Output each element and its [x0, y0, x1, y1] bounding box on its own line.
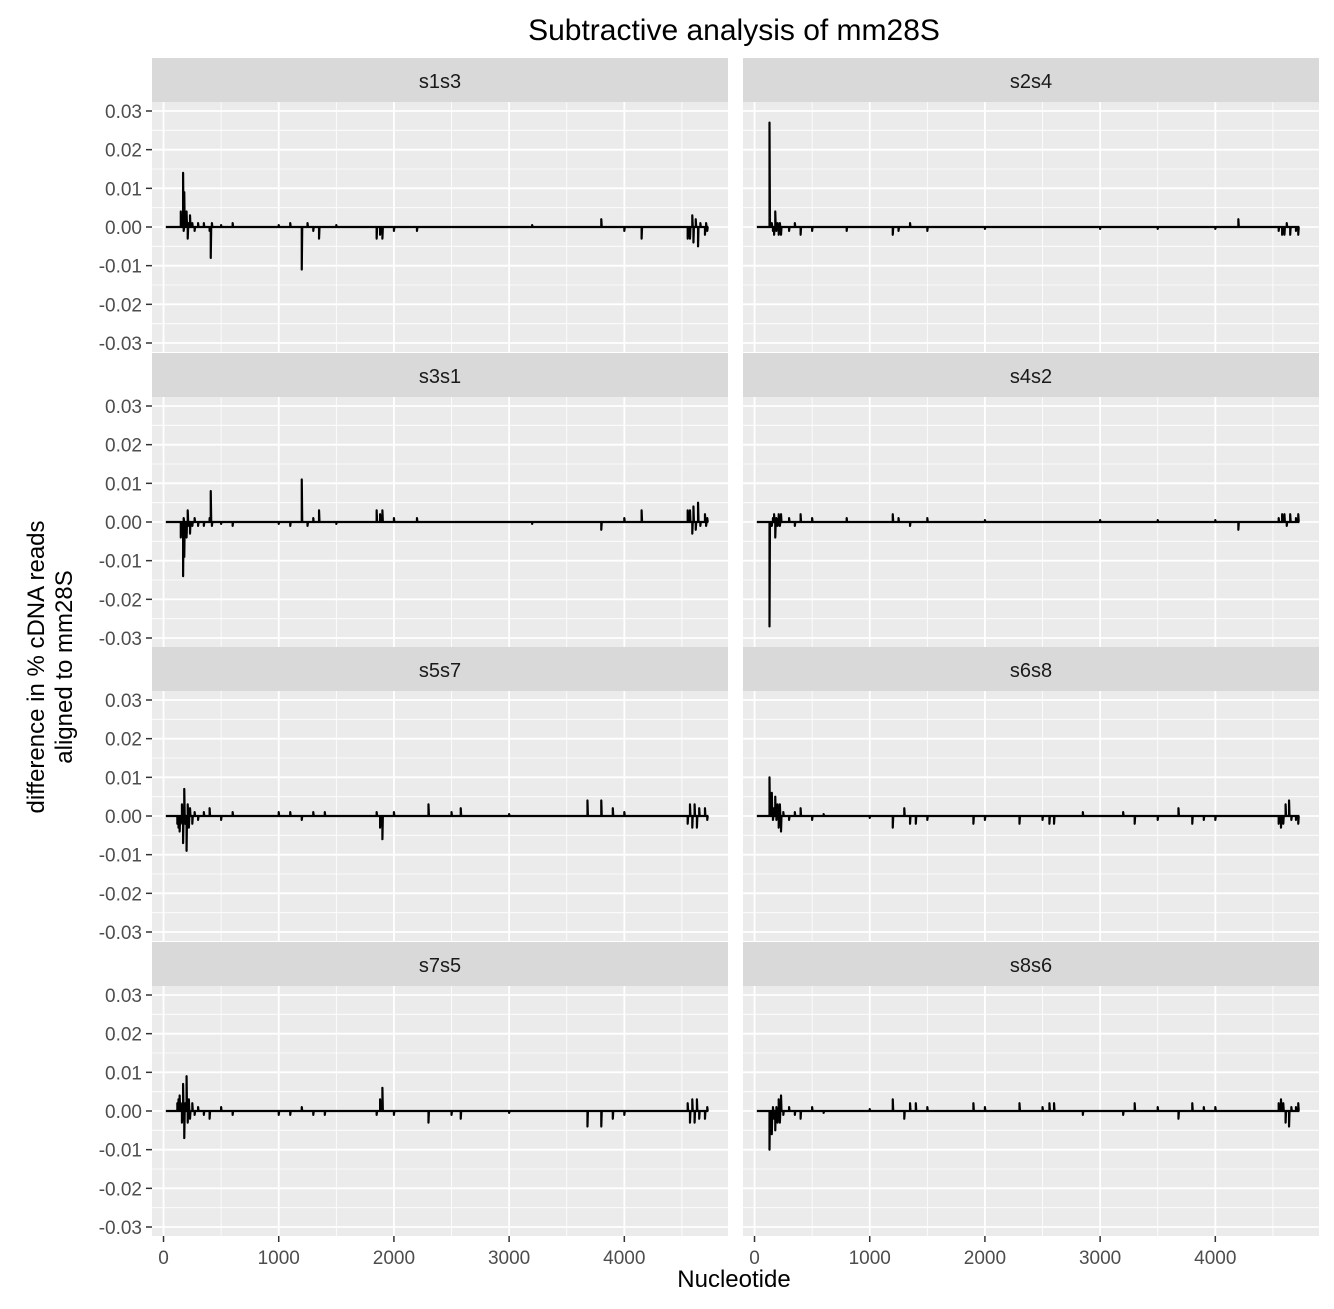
facet-panel-s6s8: s6s8: [743, 647, 1319, 941]
facet-panel-s4s2: s4s2: [743, 353, 1319, 647]
series-line-s4s2: [756, 513, 1300, 628]
x-tick-label: 4000: [603, 1248, 645, 1269]
y-tick-label: 0.02: [105, 436, 142, 457]
facet-strip: [743, 353, 1319, 397]
facet-panel-s8s6: s8s6: [743, 942, 1319, 1236]
y-tick-label: -0.01: [99, 257, 142, 278]
x-axis-title: Nucleotide: [677, 1266, 790, 1293]
x-tick-label: 2000: [964, 1248, 1006, 1269]
series-line-s8s6: [756, 1094, 1300, 1151]
y-tick-label: 0.00: [105, 807, 142, 828]
axes-layer: 0.03 0.02 0.01 0.00 -0.01 -0.02 -0.03 0.03 0.02 0…: [99, 102, 1237, 1269]
y-tick-label: 0.00: [105, 218, 142, 239]
series-line-s3s1: [165, 478, 709, 578]
facet-strip: [152, 58, 728, 102]
facet-strip: [743, 942, 1319, 986]
facet-panel-s1s3: s1s3: [152, 58, 728, 352]
facet-strip: [152, 942, 728, 986]
chart-title: Subtractive analysis of mm28S: [528, 14, 940, 47]
facet-strip-label: s4s2: [1010, 366, 1052, 388]
y-tick-label: 0.03: [105, 691, 142, 712]
x-tick-label: 2000: [373, 1248, 415, 1269]
y-tick-label: -0.02: [99, 590, 142, 611]
series-line-s5s7: [165, 787, 709, 852]
y-tick-label: 0.01: [105, 768, 142, 789]
facet-strip-label: s7s5: [419, 955, 461, 977]
y-tick-label: -0.03: [99, 334, 142, 355]
series-line-s1s3: [165, 171, 709, 271]
facet-panel-s3s1: s3s1: [152, 353, 728, 647]
y-tick-label: 0.03: [105, 986, 142, 1007]
y-tick-label: -0.02: [99, 295, 142, 316]
facet-strip-label: s3s1: [419, 366, 461, 388]
facet-panel-s2s4: s2s4: [743, 58, 1319, 352]
facet-strip-label: s8s6: [1010, 955, 1052, 977]
y-tick-label: 0.00: [105, 513, 142, 534]
x-tick-label: 1000: [849, 1248, 891, 1269]
y-tick-label: -0.02: [99, 884, 142, 905]
facet-panel-s7s5: s7s5: [152, 942, 728, 1236]
y-tick-label: -0.01: [99, 1141, 142, 1162]
y-tick-label: 0.02: [105, 1025, 142, 1046]
y-tick-label: -0.01: [99, 552, 142, 573]
y-tick-label: 0.00: [105, 1102, 142, 1123]
facet-strip-label: s1s3: [419, 71, 461, 93]
y-axis-title-line-1: difference in % cDNA reads: [23, 520, 50, 813]
y-tick-label: -0.03: [99, 629, 142, 650]
y-tick-label: 0.01: [105, 474, 142, 495]
y-tick-label: 0.01: [105, 179, 142, 200]
x-tick-label: 3000: [1079, 1248, 1121, 1269]
x-tick-label: 0: [158, 1248, 169, 1269]
x-tick-label: 1000: [258, 1248, 300, 1269]
y-axis-title-line-2: aligned to mm28S: [51, 570, 78, 763]
y-tick-label: -0.03: [99, 923, 142, 944]
facet-strip: [743, 58, 1319, 102]
facet-strip: [152, 353, 728, 397]
y-tick-label: -0.02: [99, 1179, 142, 1200]
y-tick-label: 0.02: [105, 141, 142, 162]
series-line-s7s5: [165, 1075, 709, 1140]
y-axis-title: difference in % cDNA reads aligned to mm…: [23, 520, 78, 813]
x-tick-label: 4000: [1194, 1248, 1236, 1269]
series-line-s6s8: [756, 776, 1300, 833]
panels-layer: s1s3 s2s4 s3s1 s4s2 s5s7 s6s8 s7s5 s8s6: [152, 58, 1319, 1236]
facet-strip-label: s2s4: [1010, 71, 1052, 93]
series-line-s2s4: [756, 121, 1300, 236]
y-tick-label: 0.03: [105, 397, 142, 418]
x-tick-label: 0: [749, 1248, 760, 1269]
x-tick-label: 3000: [488, 1248, 530, 1269]
y-tick-label: 0.03: [105, 102, 142, 123]
y-tick-label: 0.02: [105, 730, 142, 751]
y-tick-label: -0.03: [99, 1218, 142, 1239]
facet-strip-label: s5s7: [419, 660, 461, 682]
y-tick-label: -0.01: [99, 846, 142, 867]
facet-strip: [152, 647, 728, 691]
facet-panel-s5s7: s5s7: [152, 647, 728, 941]
y-tick-label: 0.01: [105, 1063, 142, 1084]
facet-strip: [743, 647, 1319, 691]
facet-strip-label: s6s8: [1010, 660, 1052, 682]
